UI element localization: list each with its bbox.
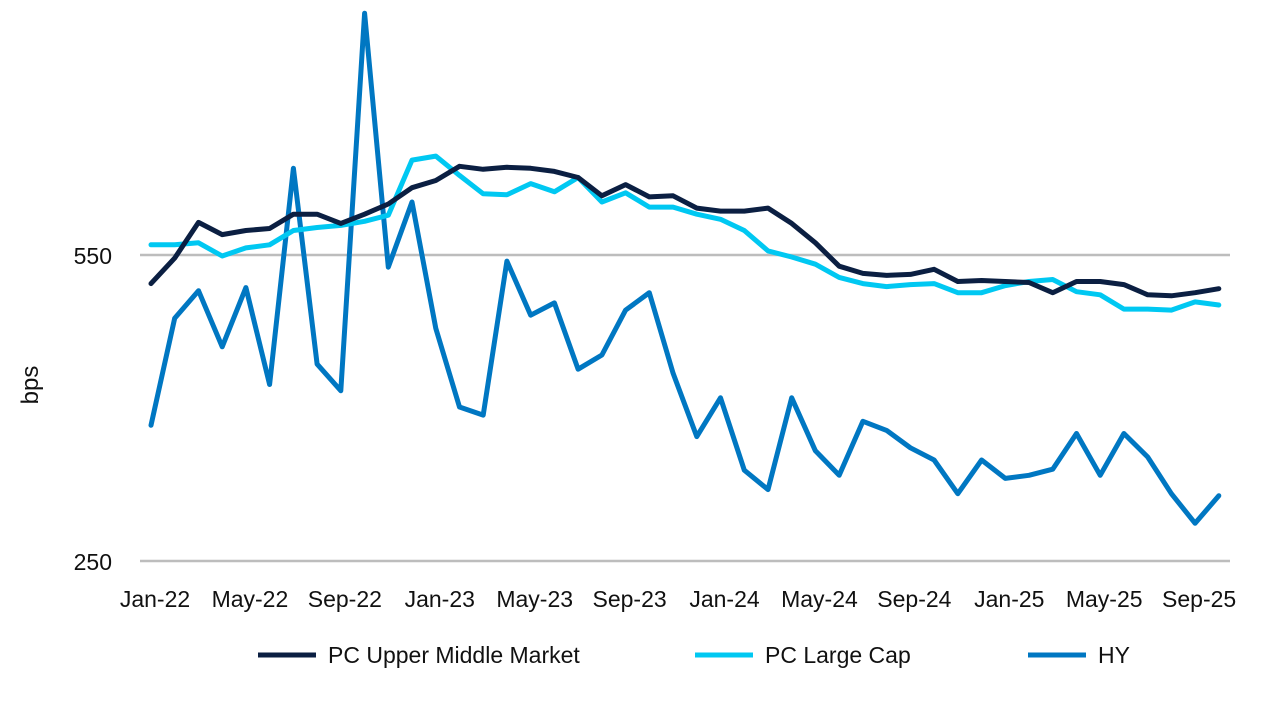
x-tick-label: Sep-24 bbox=[877, 586, 951, 612]
y-tick-label: 250 bbox=[74, 549, 112, 575]
x-axis-ticks: Jan-22 May-22 Sep-22 Jan-23 May-23 Sep-23 Jan-… bbox=[120, 586, 1236, 612]
x-tick-label: Jan-24 bbox=[689, 586, 760, 612]
x-tick-label: May-22 bbox=[212, 586, 289, 612]
x-tick-label: Sep-22 bbox=[308, 586, 382, 612]
x-tick-label: Jan-23 bbox=[405, 586, 475, 612]
x-tick-label: Sep-23 bbox=[593, 586, 667, 612]
series-line-pc-large-cap bbox=[148, 153, 1222, 313]
legend-label: HY bbox=[1098, 642, 1130, 668]
x-tick-label: May-23 bbox=[496, 586, 573, 612]
y-axis-ticks: 250 550 bbox=[74, 243, 112, 575]
x-tick-label: Sep-25 bbox=[1162, 586, 1236, 612]
y-axis-label: bps bbox=[17, 366, 44, 405]
series-line-hy bbox=[148, 10, 1222, 526]
legend: PC Upper Middle Market PC Large Cap HY bbox=[258, 642, 1130, 668]
legend-item: PC Upper Middle Market bbox=[258, 642, 580, 668]
series-line-pc-upper-middle-market bbox=[148, 163, 1222, 299]
legend-label: PC Upper Middle Market bbox=[328, 642, 580, 668]
y-tick-label: 550 bbox=[74, 243, 112, 269]
x-tick-label: Jan-25 bbox=[974, 586, 1044, 612]
legend-label: PC Large Cap bbox=[765, 642, 911, 668]
gridlines bbox=[140, 253, 1230, 563]
legend-item: PC Large Cap bbox=[695, 642, 911, 668]
legend-item: HY bbox=[1028, 642, 1130, 668]
series-lines bbox=[148, 10, 1222, 526]
x-tick-label: Jan-22 bbox=[120, 586, 190, 612]
x-tick-label: May-25 bbox=[1066, 586, 1143, 612]
x-tick-label: May-24 bbox=[781, 586, 858, 612]
